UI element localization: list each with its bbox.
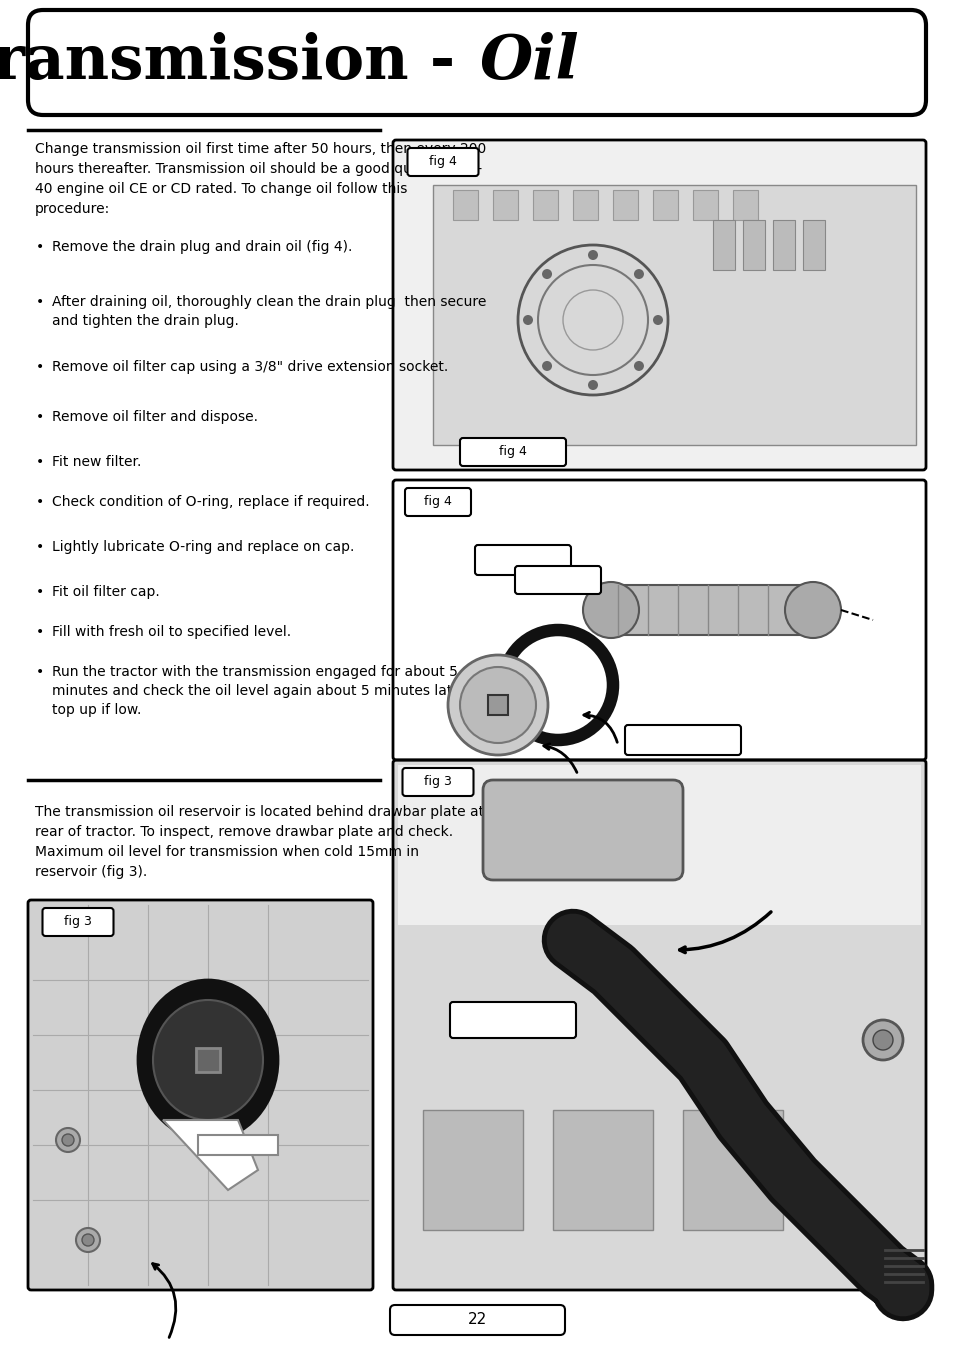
Text: •: • — [36, 295, 44, 309]
Bar — [613, 190, 638, 220]
Text: Transmission -: Transmission - — [0, 32, 476, 93]
Bar — [652, 190, 678, 220]
Text: Lightly lubricate O-ring and replace on cap.: Lightly lubricate O-ring and replace on … — [52, 540, 354, 554]
Text: •: • — [36, 455, 44, 469]
Bar — [397, 765, 920, 925]
Circle shape — [76, 1228, 100, 1252]
FancyBboxPatch shape — [405, 488, 471, 517]
Bar — [772, 220, 794, 270]
Text: •: • — [36, 625, 44, 639]
FancyBboxPatch shape — [459, 438, 565, 465]
Bar — [453, 190, 477, 220]
FancyBboxPatch shape — [402, 768, 473, 796]
Circle shape — [652, 316, 662, 325]
Bar — [692, 190, 718, 220]
Circle shape — [541, 362, 552, 371]
Bar — [198, 1135, 277, 1155]
Circle shape — [582, 581, 639, 638]
Text: After draining oil, thoroughly clean the drain plug  then secure
and tighten the: After draining oil, thoroughly clean the… — [52, 295, 486, 328]
Bar — [393, 759, 925, 1290]
Text: •: • — [36, 540, 44, 554]
Circle shape — [62, 1135, 74, 1147]
Text: Fit oil filter cap.: Fit oil filter cap. — [52, 585, 159, 599]
Circle shape — [448, 656, 547, 755]
FancyBboxPatch shape — [43, 908, 113, 936]
Circle shape — [634, 362, 643, 371]
Text: The transmission oil reservoir is located behind drawbar plate at
rear of tracto: The transmission oil reservoir is locate… — [35, 805, 483, 880]
Text: Check condition of O-ring, replace if required.: Check condition of O-ring, replace if re… — [52, 495, 369, 509]
Text: 22: 22 — [467, 1313, 487, 1327]
Text: Change transmission oil first time after 50 hours, then every 200
hours thereaft: Change transmission oil first time after… — [35, 142, 486, 216]
FancyBboxPatch shape — [475, 545, 571, 575]
Bar — [802, 220, 824, 270]
Circle shape — [862, 1020, 902, 1060]
Circle shape — [784, 581, 841, 638]
Circle shape — [634, 268, 643, 279]
Bar — [393, 480, 925, 759]
Bar — [433, 185, 915, 445]
Polygon shape — [163, 1120, 257, 1190]
FancyBboxPatch shape — [390, 1304, 564, 1336]
Text: Fill with fresh oil to specified level.: Fill with fresh oil to specified level. — [52, 625, 291, 639]
Circle shape — [459, 666, 536, 743]
Text: fig 4: fig 4 — [429, 155, 456, 169]
Text: Run the tractor with the transmission engaged for about 5
minutes and check the : Run the tractor with the transmission en… — [52, 665, 497, 716]
Text: Fit new filter.: Fit new filter. — [52, 455, 141, 469]
Circle shape — [82, 1234, 94, 1246]
FancyBboxPatch shape — [515, 567, 600, 594]
Bar — [553, 1110, 652, 1230]
Ellipse shape — [152, 1000, 263, 1120]
Bar — [682, 1110, 782, 1230]
Text: •: • — [36, 240, 44, 254]
Bar — [742, 220, 764, 270]
Bar — [488, 695, 507, 715]
Bar — [613, 585, 812, 635]
Bar — [393, 140, 925, 469]
Circle shape — [522, 316, 533, 325]
Circle shape — [587, 380, 598, 390]
Text: Remove oil filter and dispose.: Remove oil filter and dispose. — [52, 410, 257, 424]
Bar — [573, 190, 598, 220]
Bar — [28, 900, 373, 1290]
Text: •: • — [36, 495, 44, 509]
Text: fig 4: fig 4 — [424, 495, 452, 509]
FancyBboxPatch shape — [624, 724, 740, 755]
Text: •: • — [36, 585, 44, 599]
Circle shape — [587, 250, 598, 260]
Circle shape — [872, 1031, 892, 1050]
Bar — [493, 190, 517, 220]
Text: fig 3: fig 3 — [64, 916, 91, 928]
Text: fig 3: fig 3 — [424, 776, 452, 789]
Text: Remove the drain plug and drain oil (fig 4).: Remove the drain plug and drain oil (fig… — [52, 240, 352, 254]
Bar — [195, 1048, 220, 1072]
FancyBboxPatch shape — [450, 1002, 576, 1037]
Circle shape — [541, 268, 552, 279]
FancyBboxPatch shape — [482, 780, 682, 880]
Circle shape — [56, 1128, 80, 1152]
Text: Remove oil filter cap using a 3/8" drive extension socket.: Remove oil filter cap using a 3/8" drive… — [52, 360, 448, 374]
Bar — [712, 220, 734, 270]
Text: •: • — [36, 665, 44, 679]
Text: fig 4: fig 4 — [498, 445, 526, 459]
FancyBboxPatch shape — [28, 9, 925, 115]
Bar — [422, 1110, 522, 1230]
Text: •: • — [36, 360, 44, 374]
Ellipse shape — [138, 979, 277, 1140]
Text: •: • — [36, 410, 44, 424]
Bar — [533, 190, 558, 220]
FancyBboxPatch shape — [407, 148, 478, 175]
Bar — [732, 190, 758, 220]
Text: Oil: Oil — [479, 32, 579, 93]
